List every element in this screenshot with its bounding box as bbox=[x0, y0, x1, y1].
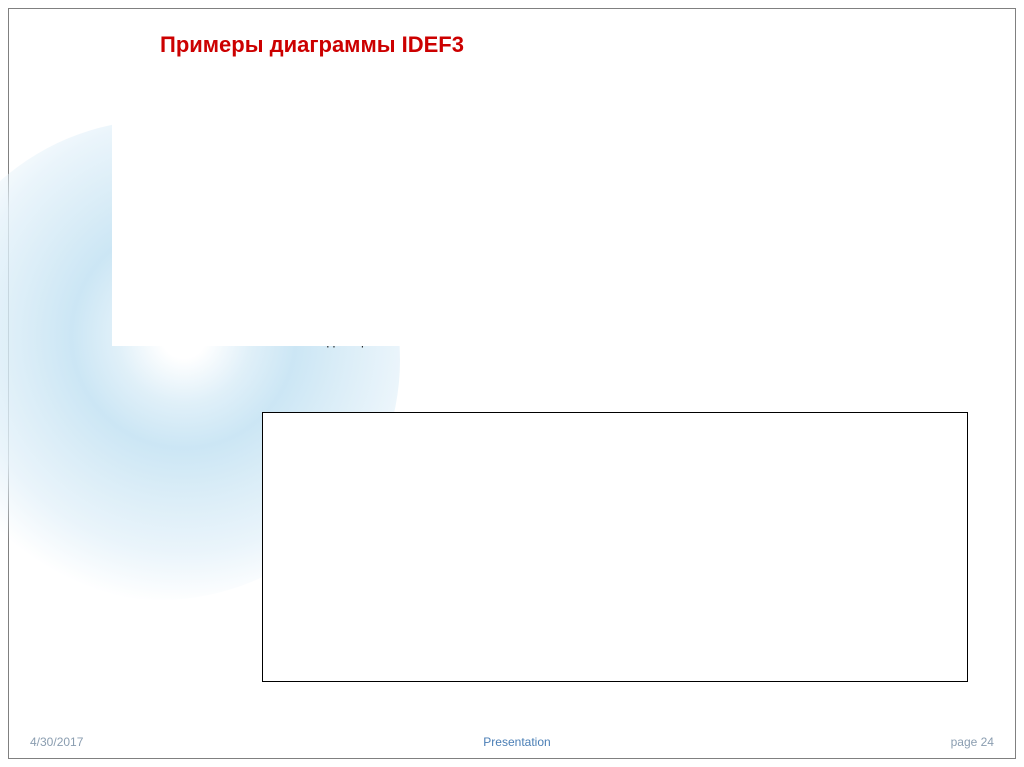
footer-date: 4/30/2017 bbox=[30, 735, 83, 749]
page-title: Примеры диаграммы IDEF3 bbox=[160, 32, 464, 58]
footer-page: page 24 bbox=[951, 735, 994, 749]
diagram1-panel bbox=[112, 68, 704, 346]
diagram2-panel bbox=[262, 412, 968, 682]
footer-center: Presentation bbox=[483, 735, 550, 749]
slide-footer: 4/30/2017 Presentation page 24 bbox=[30, 735, 994, 749]
